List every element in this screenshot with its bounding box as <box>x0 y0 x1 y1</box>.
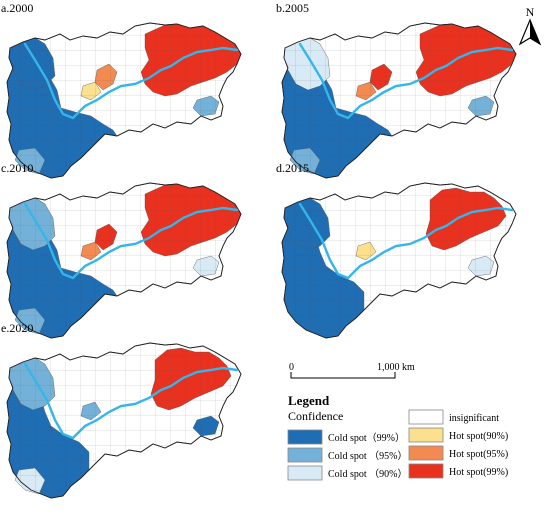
map-panel: d.2015 <box>276 161 517 339</box>
river-line <box>23 202 239 280</box>
scale-bar: 0 1,000 km <box>289 362 415 379</box>
legend-label: Hot spot(95%) <box>449 449 508 460</box>
north-label: N <box>526 5 535 19</box>
legend-swatch <box>408 427 444 443</box>
panel-label: d.2015 <box>276 161 309 175</box>
river-line <box>298 202 514 280</box>
panel-label: e.2020 <box>1 321 33 335</box>
legend-swatch <box>287 465 323 481</box>
legend-label: Cold spot （90%） <box>328 468 407 480</box>
legend-swatch <box>408 463 444 479</box>
legend-label: Hot spot(99%) <box>449 467 508 478</box>
legend-item: Hot spot(95%) <box>408 445 508 461</box>
legend-swatch <box>408 445 444 461</box>
legend-item: Cold spot （95%） <box>287 447 407 463</box>
legend-swatch <box>287 447 323 463</box>
river-line <box>23 42 239 120</box>
map-panel: a.2000 <box>1 1 242 179</box>
legend-item: Hot spot(99%) <box>408 463 508 479</box>
map-panel: b.2005 <box>276 1 517 179</box>
panel-label: b.2005 <box>276 1 309 15</box>
legend-label: Hot spot(90%) <box>449 431 508 442</box>
legend-label: insignificant <box>449 413 499 424</box>
scale-end-label: 1,000 km <box>377 362 415 373</box>
river-line <box>23 362 239 440</box>
legend-swatch <box>408 409 444 425</box>
panel-label: a.2000 <box>1 1 33 15</box>
legend-item: insignificant <box>408 409 499 425</box>
panel-label: c.2010 <box>1 161 33 175</box>
legend-label: Cold spot （95%） <box>328 450 407 462</box>
north-arrow: N <box>518 5 542 46</box>
legend-title: Legend <box>288 393 330 408</box>
river-line <box>298 42 514 120</box>
legend-label: Cold spot（99%） <box>328 432 405 444</box>
legend-item: Cold spot （90%） <box>287 465 407 481</box>
map-panel: c.2010 <box>1 161 242 339</box>
legend-subtitle: Confidence <box>288 409 343 423</box>
scale-start-label: 0 <box>289 362 294 373</box>
legend: Legend Confidence Cold spot（99%） Cold spo… <box>287 393 508 481</box>
legend-item: Cold spot（99%） <box>287 429 405 445</box>
legend-swatch <box>287 429 323 445</box>
legend-item: Hot spot(90%) <box>408 427 508 443</box>
map-panel: e.2020 <box>1 321 242 499</box>
